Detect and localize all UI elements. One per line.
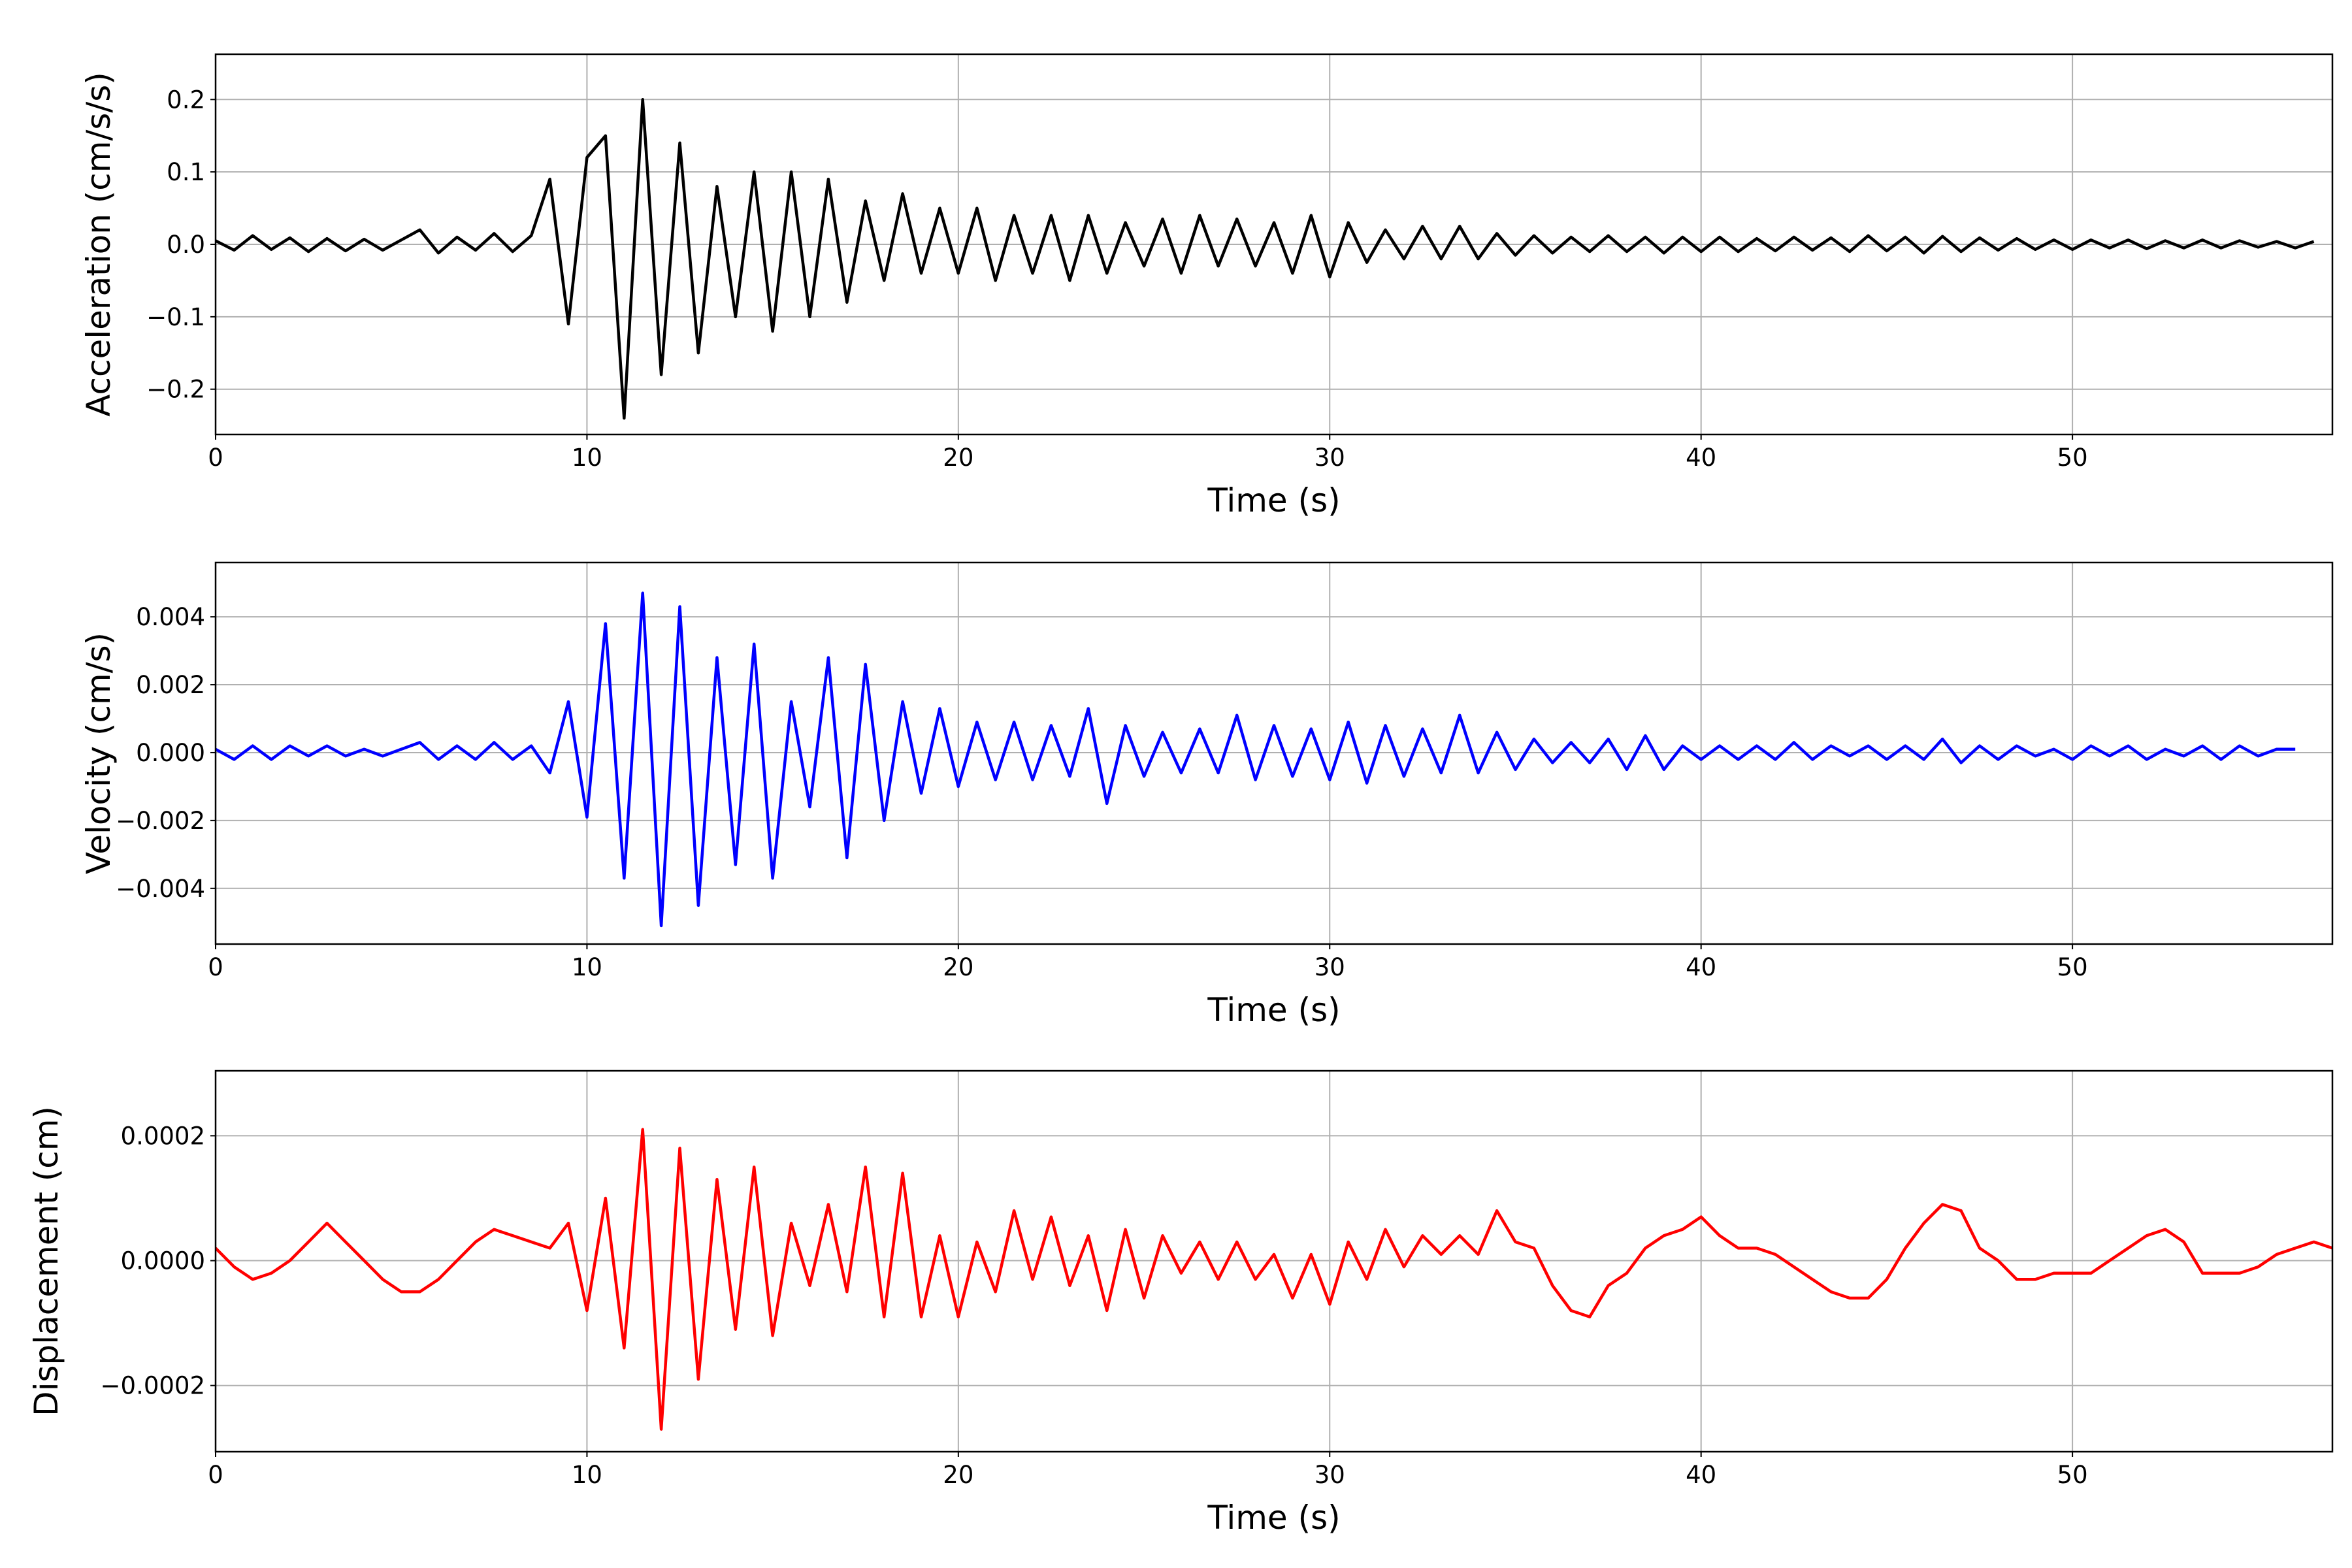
acceleration-series-line: [216, 98, 2315, 420]
x-tick-label: 10: [572, 1461, 602, 1489]
x-tick-label: 30: [1315, 953, 1345, 981]
x-tick-label: 50: [2057, 444, 2088, 472]
acceleration-panel: 0 10 20 30 40 50 −0.2 −0.1 0.0 0.1 0.2 Time (s) Acce…: [80, 53, 2334, 519]
x-tick-label: 30: [1315, 444, 1345, 472]
y-tick-label: 0.0002: [121, 1122, 205, 1150]
x-tick-label: 40: [1686, 1461, 1716, 1489]
x-tick-label: 0: [208, 444, 223, 472]
x-axis-label: Time (s): [1207, 482, 1340, 519]
y-tick-label: −0.2: [146, 376, 205, 404]
x-tick-label: 0: [208, 1461, 223, 1489]
x-tick-label: 0: [208, 953, 223, 981]
y-axis-label: Acceleration (cm/s/s): [80, 72, 118, 417]
y-tick-label: −0.0002: [101, 1372, 205, 1400]
y-tick-label: −0.004: [116, 875, 205, 903]
x-axis-label: Time (s): [1207, 991, 1340, 1029]
x-tick-label: 40: [1686, 444, 1716, 472]
x-tick-label: 50: [2057, 953, 2088, 981]
y-tick-label: 0.004: [136, 603, 205, 631]
x-tick-label: 20: [943, 953, 973, 981]
velocity-series-line: [216, 591, 2296, 928]
y-tick-label: −0.1: [146, 303, 205, 331]
velocity-panel: 0 10 20 30 40 50 −0.004 −0.002 0.000 0.002 0.004 Ti…: [80, 561, 2334, 1029]
y-tick-label: −0.002: [116, 807, 205, 835]
displacement-series-line: [216, 1128, 2332, 1431]
x-axis-label: Time (s): [1207, 1499, 1340, 1537]
x-tick-label: 20: [943, 1461, 973, 1489]
x-tick-label: 50: [2057, 1461, 2088, 1489]
y-tick-label: 0.000: [136, 739, 205, 767]
x-tick-label: 40: [1686, 953, 1716, 981]
y-tick-label: 0.2: [167, 86, 205, 114]
y-tick-label: 0.002: [136, 671, 205, 699]
y-axis-label: Displacement (cm): [27, 1106, 65, 1416]
y-tick-label: 0.1: [167, 158, 205, 186]
x-tick-label: 20: [943, 444, 973, 472]
acceleration-axes-frame: [214, 53, 2334, 436]
x-tick-label: 10: [572, 953, 602, 981]
y-tick-label: 0.0000: [121, 1247, 205, 1275]
y-tick-label: 0.0: [167, 231, 205, 259]
velocity-axes-frame: [214, 561, 2334, 945]
displacement-panel: 0 10 20 30 40 50 −0.0002 0.0000 0.0002 Time (s) Di…: [27, 1070, 2334, 1537]
x-tick-label: 10: [572, 444, 602, 472]
x-tick-label: 30: [1315, 1461, 1345, 1489]
displacement-axes-frame: [214, 1070, 2334, 1453]
y-axis-label: Velocity (cm/s): [80, 632, 118, 874]
